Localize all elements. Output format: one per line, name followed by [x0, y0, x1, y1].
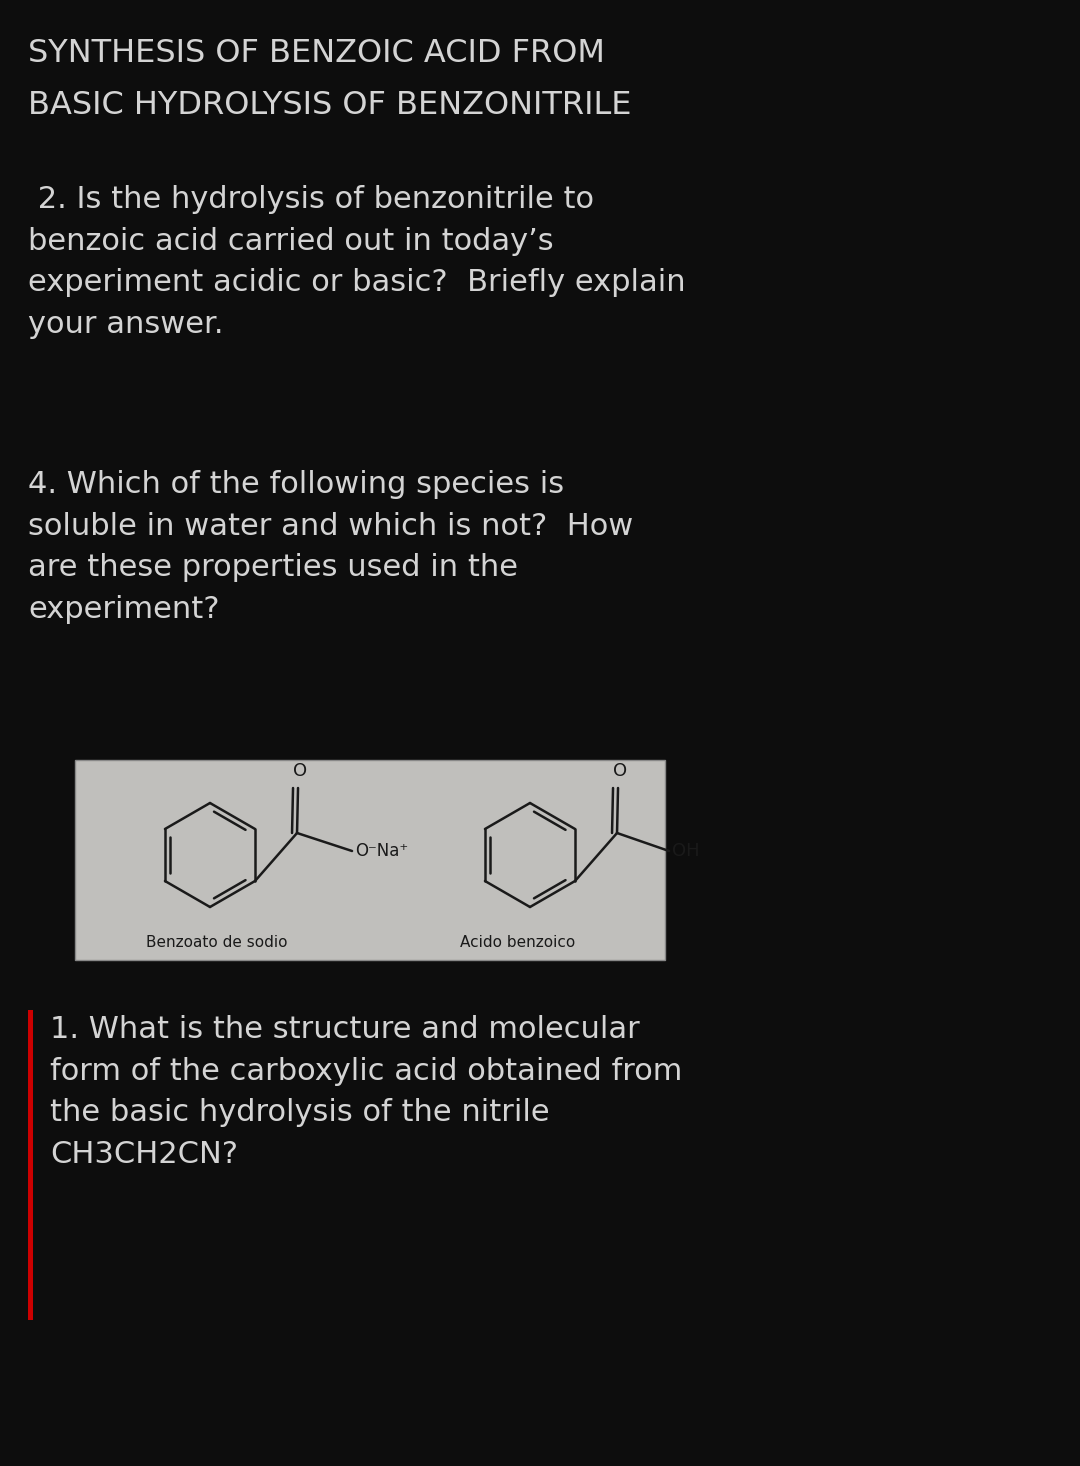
Text: Benzoato de sodio: Benzoato de sodio [146, 935, 287, 950]
Text: SYNTHESIS OF BENZOIC ACID FROM: SYNTHESIS OF BENZOIC ACID FROM [28, 38, 605, 69]
Text: O⁻Na⁺: O⁻Na⁺ [355, 841, 408, 861]
Text: Acido benzoico: Acido benzoico [460, 935, 576, 950]
Text: 2. Is the hydrolysis of benzonitrile to
benzoic acid carried out in today’s
expe: 2. Is the hydrolysis of benzonitrile to … [28, 185, 686, 339]
Bar [75, 759, 665, 960]
Text: O: O [293, 762, 307, 780]
Text: 4. Which of the following species is
soluble in water and which is not?  How
are: 4. Which of the following species is sol… [28, 471, 633, 625]
Text: BASIC HYDROLYSIS OF BENZONITRILE: BASIC HYDROLYSIS OF BENZONITRILE [28, 89, 632, 122]
Text: O: O [613, 762, 627, 780]
Text: 1. What is the structure and molecular
form of the carboxylic acid obtained from: 1. What is the structure and molecular f… [50, 1014, 683, 1168]
Bar [28, 1010, 33, 1319]
Text: OH: OH [672, 841, 700, 861]
